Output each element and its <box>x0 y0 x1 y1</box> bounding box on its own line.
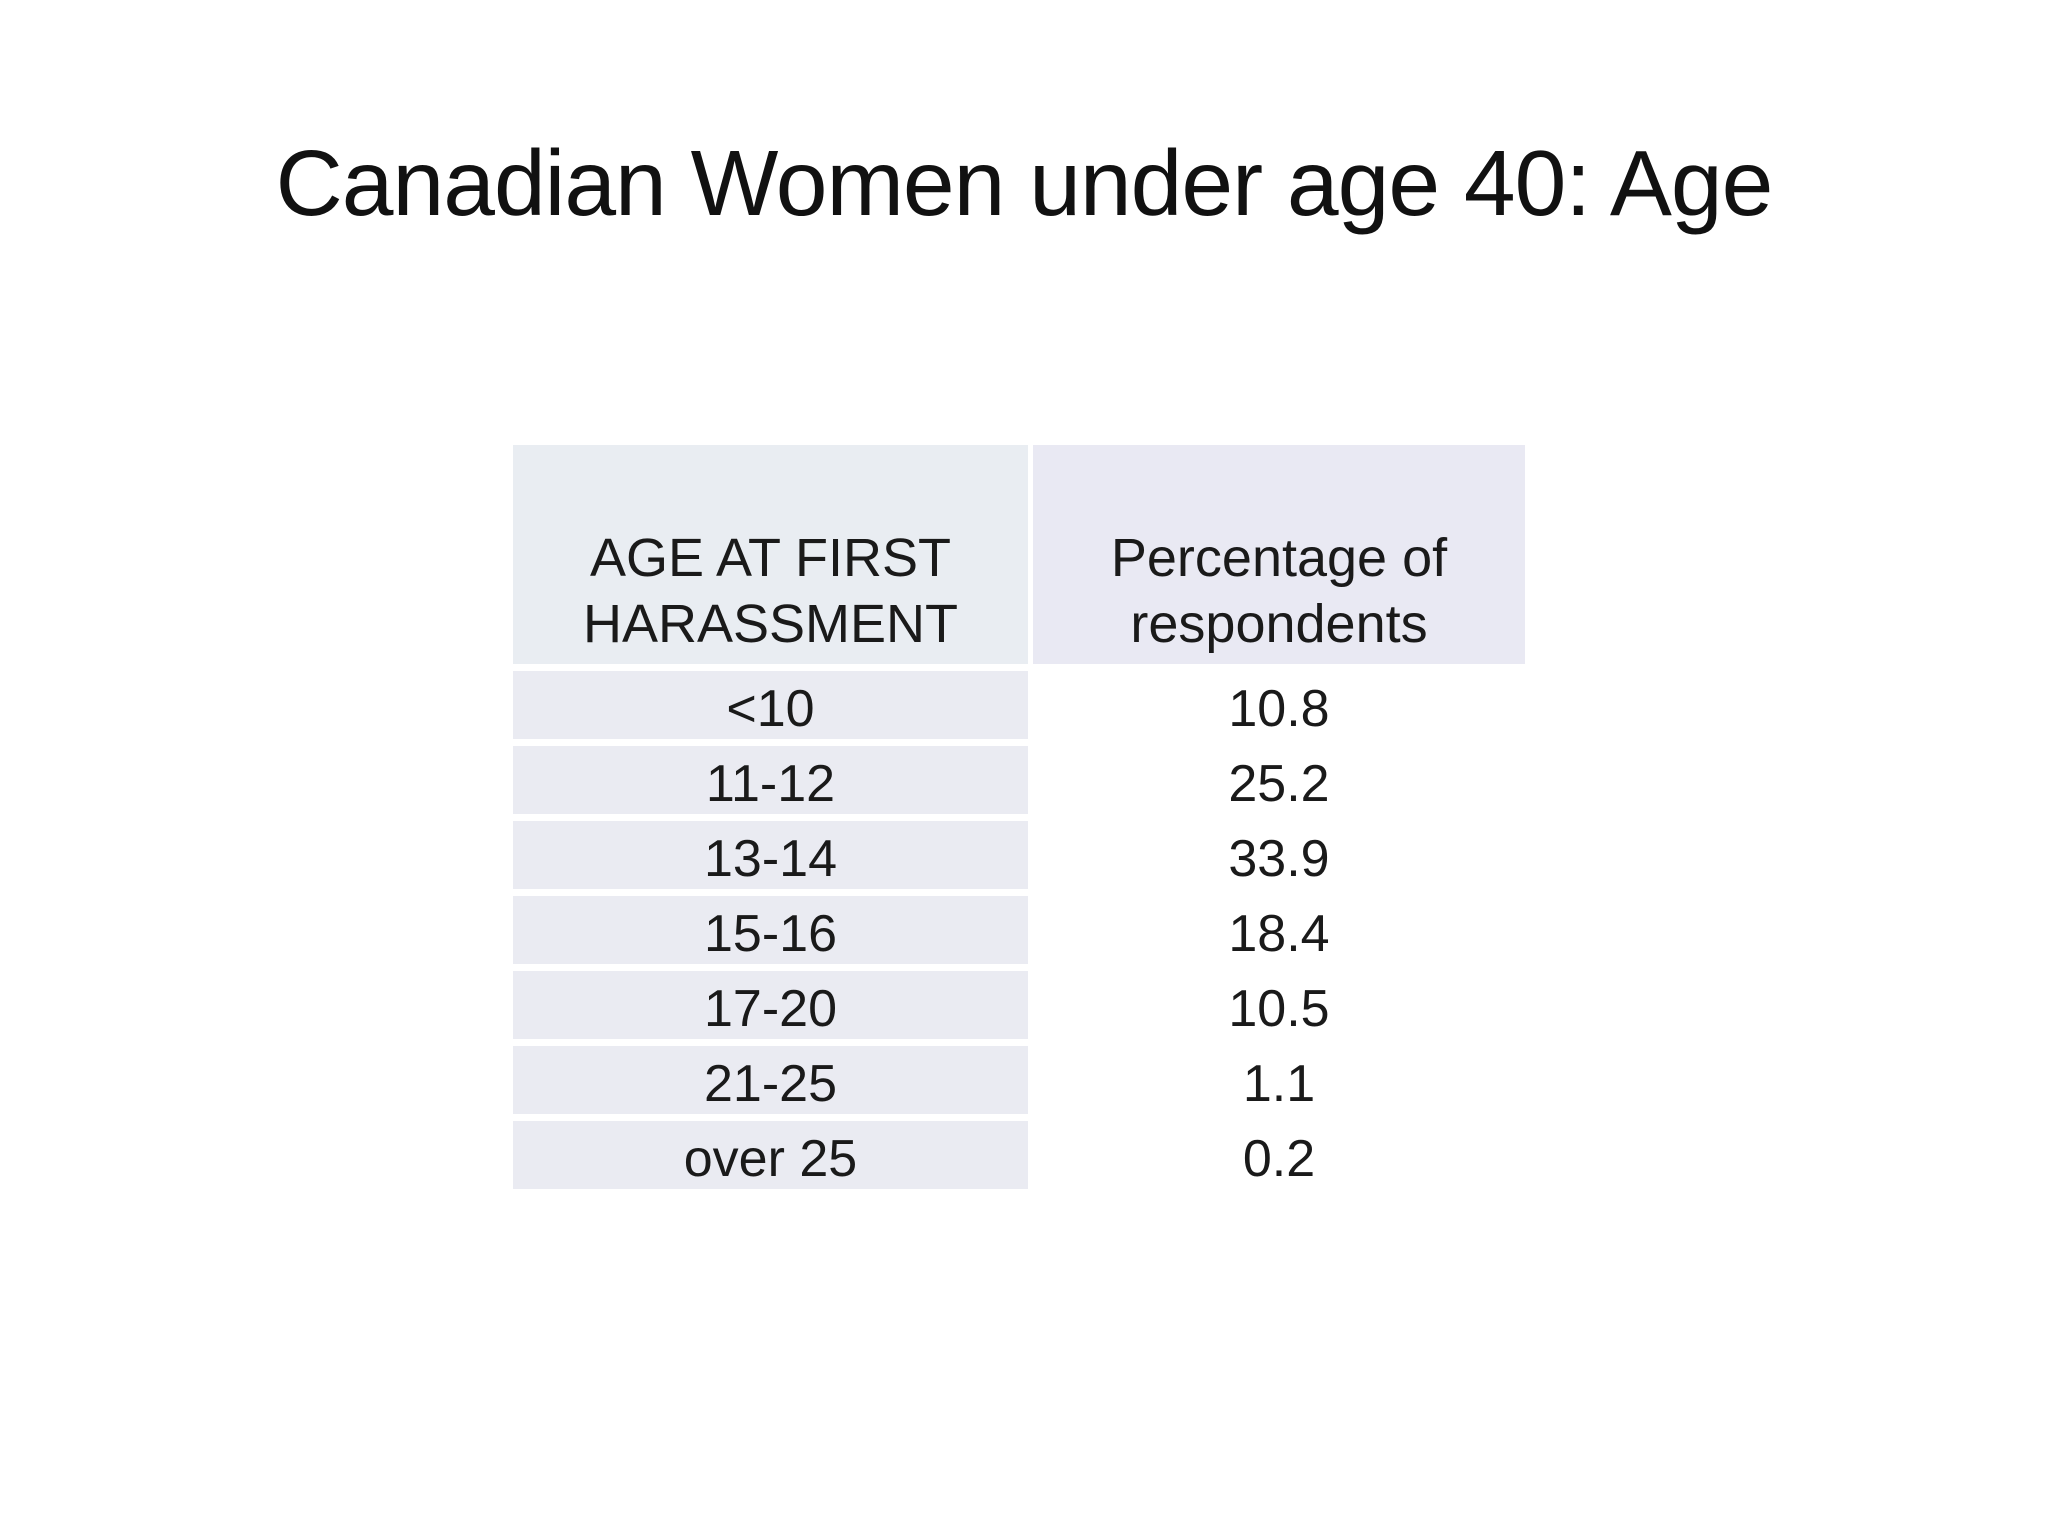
col-header-percentage: Percentage of respondents <box>1033 445 1525 664</box>
table-cell-age: 13-14 <box>513 821 1028 889</box>
table-cell-percentage: 33.9 <box>1033 821 1525 889</box>
table-cell-percentage: 25.2 <box>1033 746 1525 814</box>
harassment-age-table: AGE AT FIRST HARASSMENT Percentage of re… <box>513 445 1525 1189</box>
table-cell-age: 11-12 <box>513 746 1028 814</box>
table-cell-percentage: 0.2 <box>1033 1121 1525 1189</box>
table-cell-age: over 25 <box>513 1121 1028 1189</box>
table-cell-age: 21-25 <box>513 1046 1028 1114</box>
table-cell-age: <10 <box>513 671 1028 739</box>
table-cell-age: 17-20 <box>513 971 1028 1039</box>
table-cell-percentage: 18.4 <box>1033 896 1525 964</box>
table-cell-percentage: 1.1 <box>1033 1046 1525 1114</box>
slide-title: Canadian Women under age 40: Age <box>275 131 1774 235</box>
table-cell-age: 15-16 <box>513 896 1028 964</box>
col-header-age: AGE AT FIRST HARASSMENT <box>513 445 1028 664</box>
table-cell-percentage: 10.8 <box>1033 671 1525 739</box>
table-cell-percentage: 10.5 <box>1033 971 1525 1039</box>
